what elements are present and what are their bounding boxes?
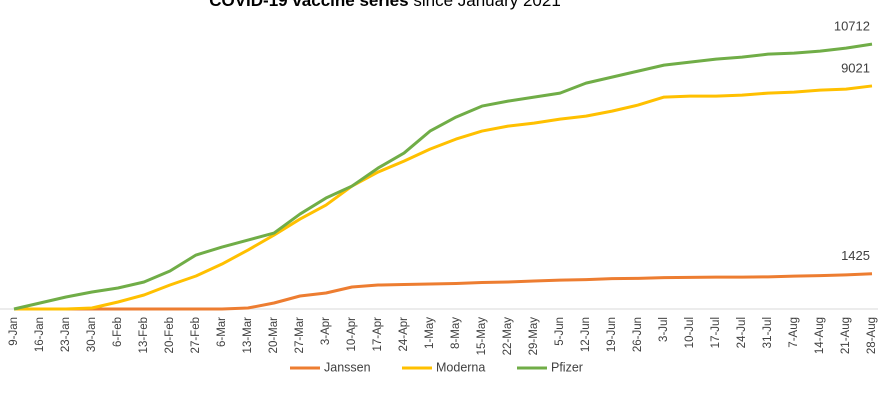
x-tick-label: 26-Jun	[632, 317, 644, 352]
x-tick-label: 31-Jul	[762, 317, 774, 348]
x-tick-label: 20-Feb	[164, 317, 176, 353]
x-tick-label: 30-Jan	[86, 317, 98, 352]
x-tick-label: 20-Mar	[268, 317, 280, 354]
x-tick-label: 14-Aug	[814, 317, 826, 354]
x-tick-label: 29-May	[528, 317, 540, 356]
legend-label: Moderna	[436, 360, 485, 374]
subtitle: since January 2021	[413, 0, 560, 10]
line-series	[14, 84, 873, 311]
x-tick-label: 24-Apr	[398, 317, 410, 352]
x-tick-label: 9-Jan	[8, 317, 20, 346]
x-tick-label: 6-Mar	[216, 317, 228, 347]
x-tick-label: 21-Aug	[840, 317, 852, 354]
x-tick-label: 3-Jul	[658, 317, 670, 342]
x-tick-label: 22-May	[502, 317, 514, 356]
x-tick-label: 23-Jan	[60, 317, 72, 352]
x-tick-label: 10-Jul	[684, 317, 696, 348]
x-tick-label: 28-Aug	[866, 317, 878, 354]
x-tick-label: 24-Jul	[736, 317, 748, 348]
x-tick-label: 17-Jul	[710, 317, 722, 348]
x-tick-label: 27-Feb	[190, 317, 202, 353]
legend-label: Pfizer	[551, 360, 583, 374]
x-tick-label: 10-Apr	[346, 317, 358, 352]
legend-label: Janssen	[324, 360, 371, 374]
end-label: 9021	[841, 60, 870, 75]
end-label: 10712	[834, 19, 870, 34]
x-tick-label: 1-May	[424, 317, 436, 349]
x-tick-label: 15-May	[476, 317, 488, 356]
x-tick-label: 19-Jun	[606, 317, 618, 352]
x-tick-label: 17-Apr	[372, 317, 384, 352]
title: COVID-19 vaccine series	[209, 0, 408, 10]
x-tick-label: 12-Jun	[580, 317, 592, 352]
x-tick-label: 5-Jun	[554, 317, 566, 346]
x-tick-label: 13-Mar	[242, 317, 254, 354]
x-tick-label: 16-Jan	[34, 317, 46, 352]
x-tick-label: 27-Mar	[294, 317, 306, 354]
end-label: 1425	[841, 248, 870, 263]
line-series	[14, 272, 873, 311]
x-tick-label: 6-Feb	[112, 317, 124, 347]
chart-title: COVID-19 vaccine series since January 20…	[209, 0, 561, 10]
x-tick-label: 3-Apr	[320, 317, 332, 345]
x-tick-label: 8-May	[450, 317, 462, 349]
x-tick-label: 7-Aug	[788, 317, 800, 348]
line-series	[13, 42, 873, 311]
x-tick-label: 13-Feb	[138, 317, 150, 353]
